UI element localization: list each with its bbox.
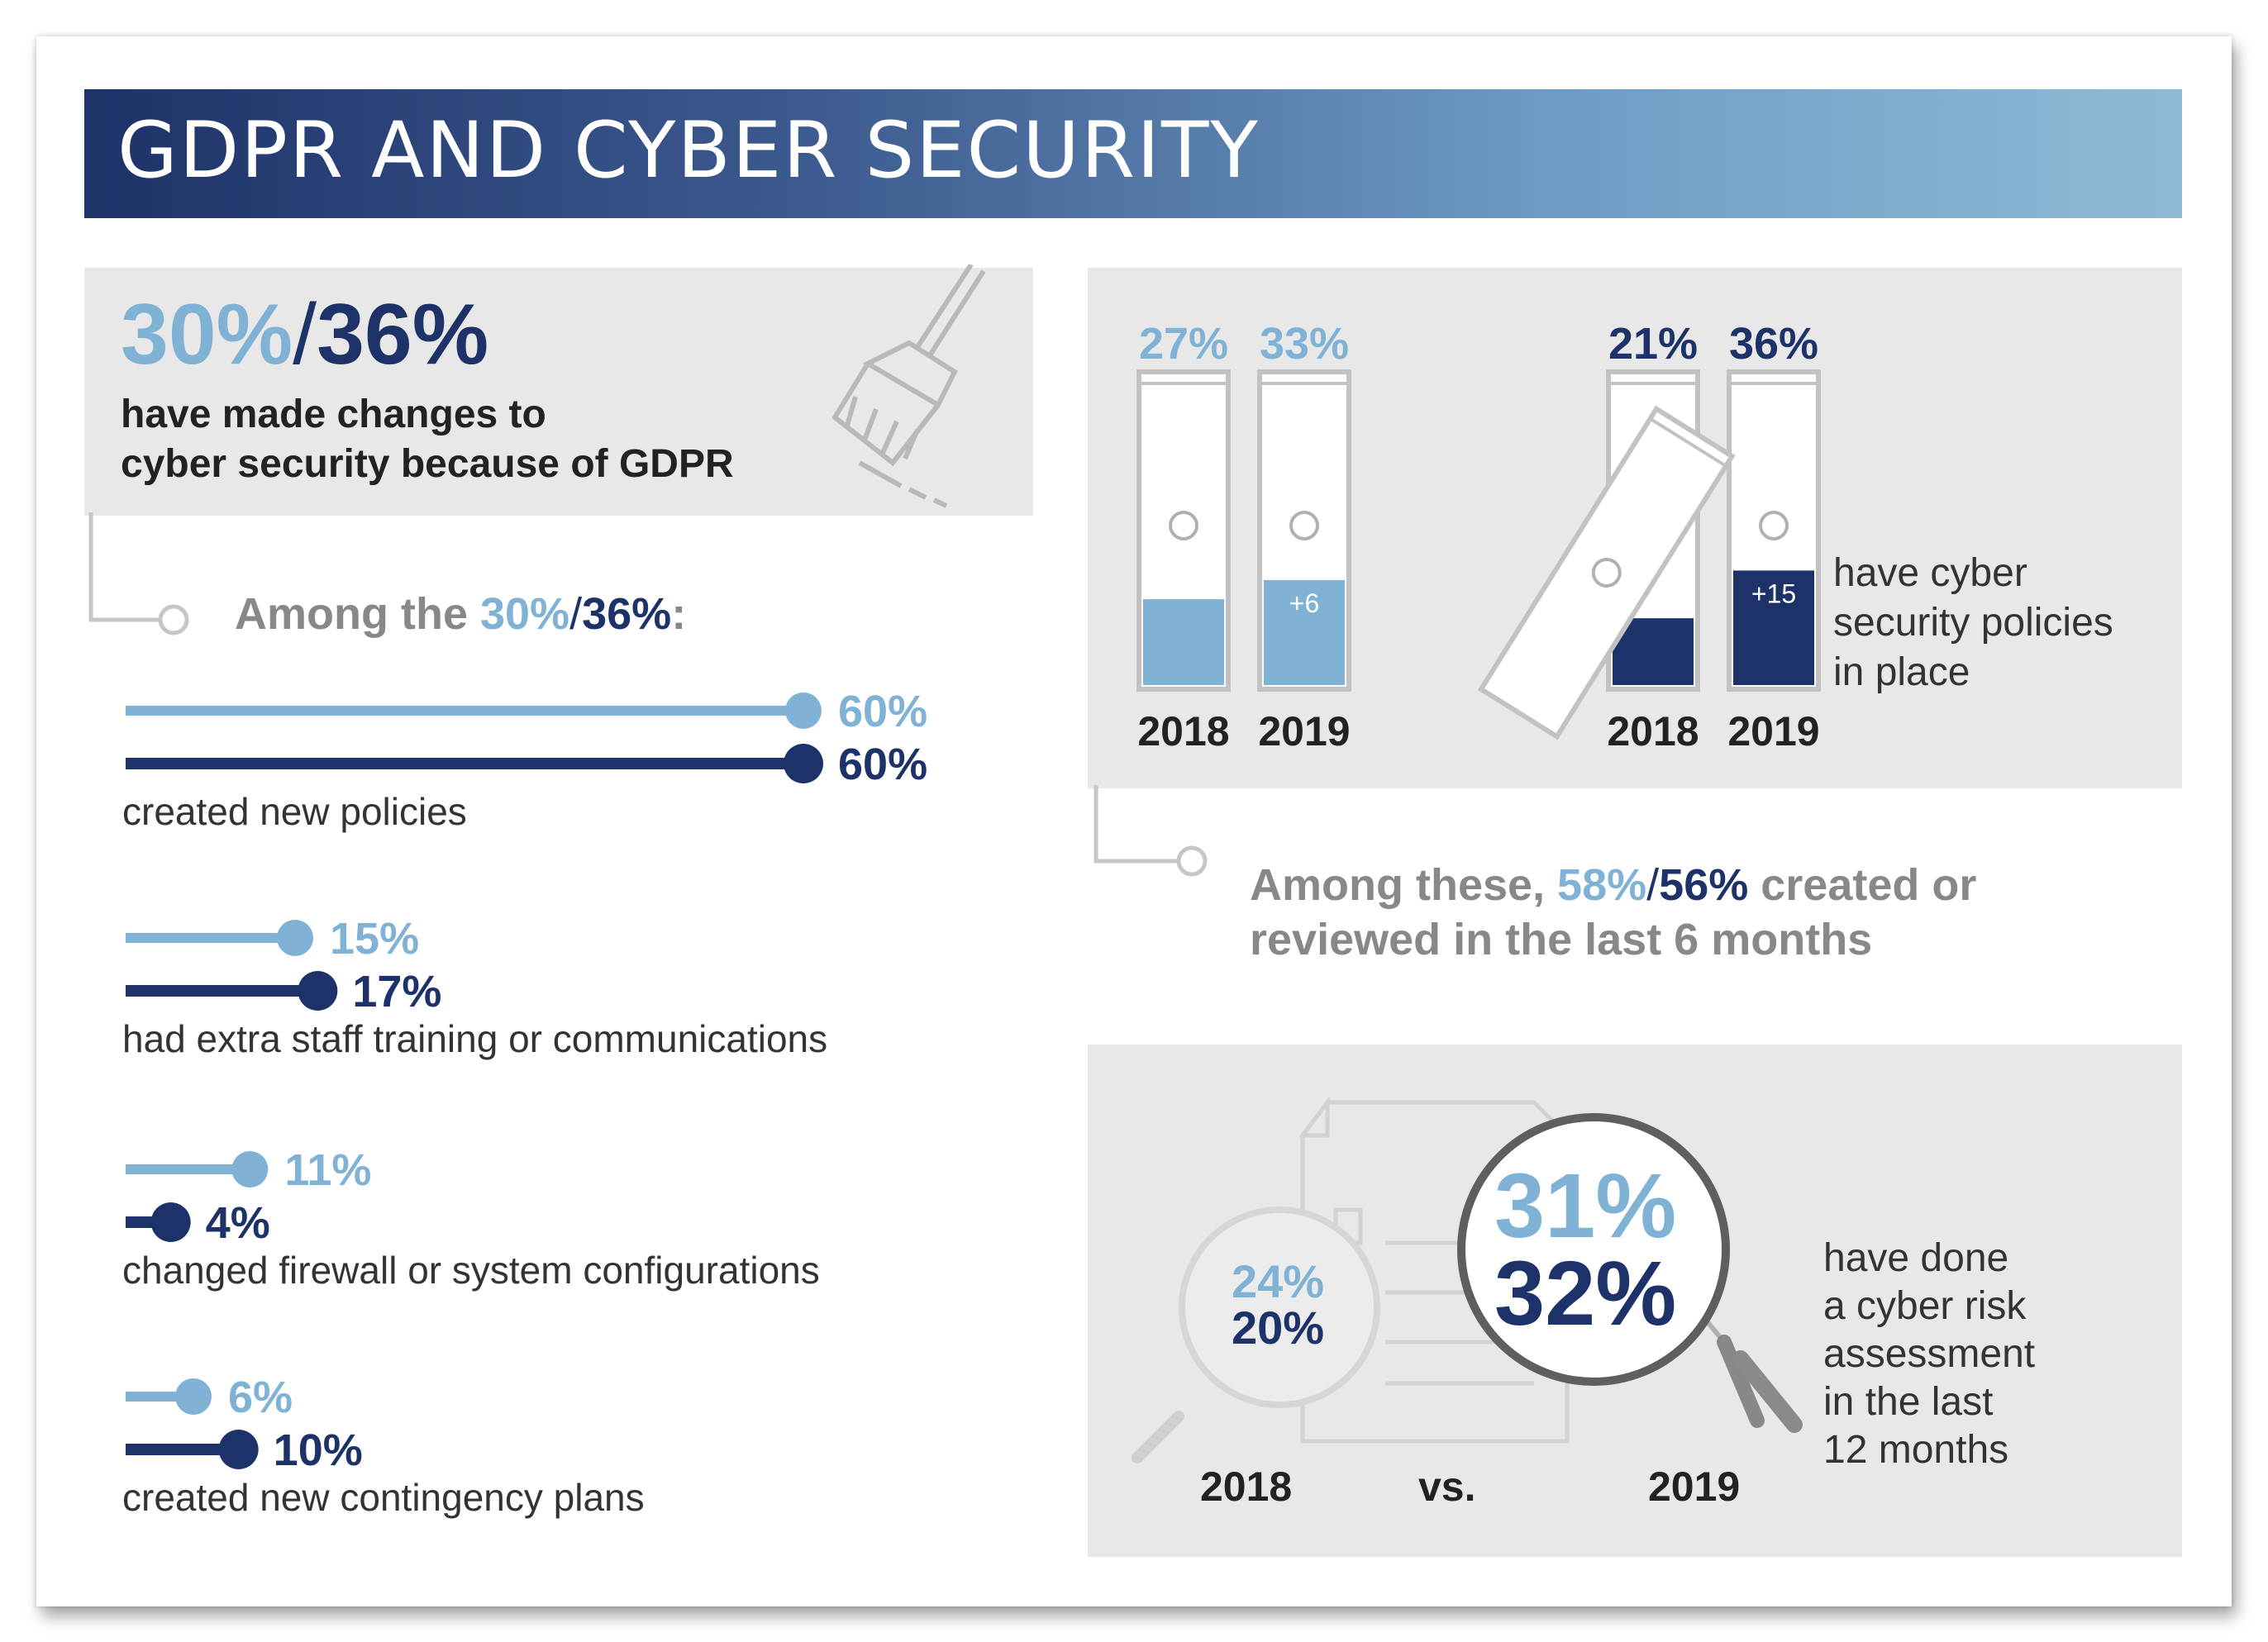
- binder-value-3: 36%: [1729, 319, 1818, 369]
- intro-headline: 30%/36%: [121, 286, 488, 384]
- bar-value-2019-3: 10%: [274, 1425, 363, 1475]
- bar-end-2019-1: [298, 971, 338, 1011]
- binder-year-3: 2019: [1727, 708, 1819, 754]
- bar-end-2019-2: [150, 1202, 191, 1242]
- binder-year-1: 2019: [1258, 708, 1350, 754]
- risk-small-2019: 20%: [1232, 1302, 1325, 1354]
- among-value-2019: 36%: [582, 589, 672, 639]
- intro-text-line1: have made changes to: [121, 393, 546, 436]
- risk-caption-line5: 12 months: [1823, 1428, 2009, 1472]
- policies-among-line1: Among these, 58%/56% created or: [1250, 858, 1976, 912]
- among-suffix: :: [671, 589, 687, 639]
- risk-year-2018: 2018: [1200, 1464, 1293, 1510]
- bar-category-label: changed firewall or system configuration…: [122, 1249, 820, 1292]
- risk-big-2019: 32%: [1494, 1243, 1677, 1345]
- risk-caption-line3: assessment: [1823, 1332, 2036, 1376]
- policies-among-separator: /: [1646, 860, 1660, 910]
- bar-value-2019-2: 4%: [206, 1198, 270, 1248]
- binder-year-2: 2018: [1607, 708, 1699, 754]
- changes-bar-chart: 60%60% created new policies 15%17%had extr…: [122, 687, 927, 1519]
- policies-among-prefix: Among these,: [1250, 860, 1558, 910]
- binder-fill-3: [1733, 570, 1814, 685]
- policies-connector: [1094, 785, 1208, 877]
- binder-year-0: 2018: [1137, 708, 1229, 754]
- risk-caption: have done a cyber risk assessment in the…: [1823, 1235, 2035, 1474]
- bar-end-2018-0: [785, 692, 822, 729]
- magnifier-icon-2019: [1457, 1113, 1803, 1433]
- bar-value-2018-0: 60%: [838, 687, 927, 736]
- among-heading: Among the 30%/36%:: [235, 588, 686, 640]
- binder-fill-0: [1143, 599, 1224, 685]
- policies-among-value-2019: 56%: [1659, 860, 1749, 910]
- risk-big-2018: 31%: [1494, 1155, 1677, 1257]
- bar-end-2018-1: [277, 920, 313, 956]
- risk-small-2018: 24%: [1232, 1255, 1325, 1307]
- policies-caption-line2: security policies: [1833, 601, 2113, 645]
- policies-among: Among these, 58%/56% created or reviewed…: [1250, 858, 1976, 967]
- bar-end-2019-3: [218, 1430, 259, 1469]
- policies-caption-line3: in place: [1833, 650, 1970, 694]
- risk-graphic: [1132, 1096, 1803, 1464]
- risk-caption-line1: have done: [1823, 1236, 2009, 1280]
- binder-ring: [1759, 511, 1789, 540]
- risk-vs: vs.: [1418, 1464, 1476, 1510]
- bar-end-2018-3: [175, 1378, 212, 1415]
- tilted-binder-ring: [1591, 558, 1622, 588]
- risk-caption-line4: in the last: [1823, 1380, 1994, 1424]
- risk-year-2019: 2019: [1648, 1464, 1741, 1510]
- risk-caption-line2: a cyber risk: [1823, 1284, 2027, 1328]
- title-banner: GDPR AND CYBER SECURITY: [84, 89, 2182, 218]
- binder-ring: [1169, 511, 1198, 540]
- bar-value-2019-1: 17%: [352, 967, 441, 1016]
- tilted-binder: [1477, 405, 1736, 740]
- bar-value-2018-2: 11%: [284, 1145, 371, 1195]
- intro-value-2018: 30%: [121, 287, 293, 383]
- policies-among-suffix: created or: [1748, 860, 1977, 910]
- intro-panel: [84, 268, 1033, 516]
- binder-value-1: 33%: [1260, 319, 1349, 369]
- bar-end-2019-0: [784, 744, 823, 783]
- policies-among-line2: reviewed in the last 6 months: [1250, 915, 1873, 964]
- bar-end-2018-2: [231, 1151, 269, 1187]
- binder-value-0: 27%: [1139, 319, 1228, 369]
- policies-among-value-2018: 58%: [1557, 860, 1647, 910]
- tilted-binder-top-line: [1651, 418, 1725, 466]
- among-prefix: Among the: [235, 589, 480, 639]
- bar-value-2019-0: 60%: [838, 740, 927, 789]
- binder-change-1: +15: [1751, 578, 1796, 608]
- bar-value-2018-3: 6%: [228, 1373, 293, 1422]
- bar-category-label: created new policies: [122, 790, 467, 833]
- binder-value-2: 21%: [1608, 319, 1698, 369]
- among-separator: /: [569, 589, 583, 639]
- among-connector: [88, 512, 189, 635]
- bar-value-2018-1: 15%: [330, 914, 419, 964]
- intro-text-line2: cyber security because of GDPR: [121, 442, 734, 486]
- binder-fill-1: [1264, 579, 1345, 685]
- policies-caption: have cyber security policies in place: [1833, 549, 2113, 697]
- policies-caption-line1: have cyber: [1833, 551, 2027, 595]
- bar-category-label: had extra staff training or communicatio…: [122, 1017, 827, 1060]
- magnifier-icon-2018: [1132, 1207, 1380, 1464]
- page-title: GDPR AND CYBER SECURITY: [117, 106, 1260, 196]
- among-value-2018: 30%: [479, 589, 570, 639]
- broom-icon: [831, 264, 986, 508]
- binder-ring: [1289, 511, 1319, 540]
- binder-change-0: +6: [1289, 588, 1319, 618]
- bar-category-label: created new contingency plans: [122, 1476, 645, 1519]
- policies-binder-chart: 27% 2018 33% +6 2019 21% 2018 36% +15 2019: [1136, 319, 1821, 754]
- intro-value-2019: 36%: [317, 287, 489, 383]
- intro-separator: /: [293, 287, 317, 383]
